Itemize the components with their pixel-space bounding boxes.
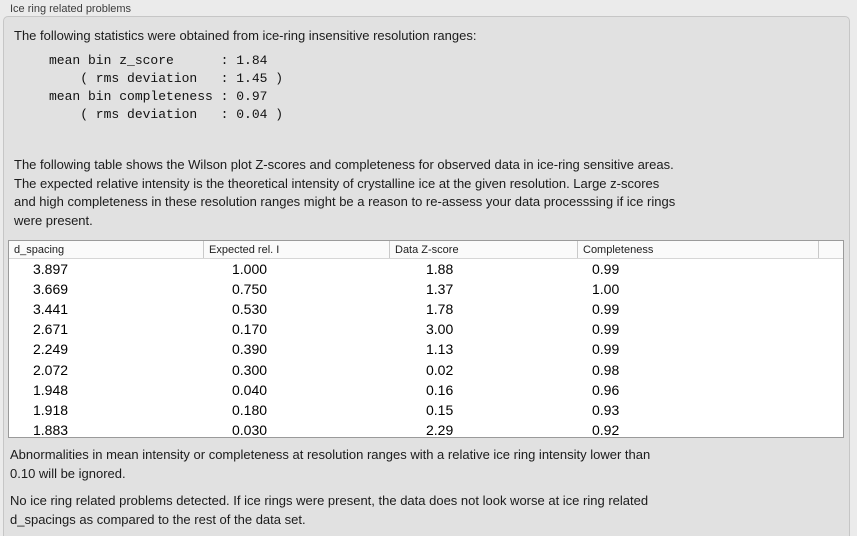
table-cell: 0.390	[232, 341, 268, 358]
table-cell: 0.99	[592, 341, 620, 358]
table-cell: 3.441	[33, 301, 69, 318]
table-row[interactable]: 3.897 1.000 1.88 0.99	[9, 259, 843, 279]
stats-intro-text: The following statistics were obtained f…	[14, 28, 477, 43]
table-cell: 1.00	[592, 281, 620, 298]
table-cell: 0.300	[232, 361, 268, 378]
table-row[interactable]: 1.883 0.030 2.29 0.92	[9, 420, 843, 438]
table-row[interactable]: 3.669 0.750 1.37 1.00	[9, 279, 843, 299]
table-cell: 0.180	[232, 401, 268, 418]
table-row[interactable]: 2.671 0.170 3.00 0.99	[9, 319, 843, 339]
table-cell: 2.671	[33, 321, 69, 338]
table-cell: 1.948	[33, 381, 69, 398]
table-row[interactable]: 2.072 0.300 0.02 0.98	[9, 359, 843, 379]
table-cell: 0.96	[592, 381, 620, 398]
table-cell: 1.78	[426, 301, 454, 318]
table-header-d-spacing[interactable]: d_spacing	[9, 241, 204, 258]
table-header-completeness[interactable]: Completeness	[578, 241, 819, 258]
table-row[interactable]: 3.441 0.530 1.78 0.99	[9, 299, 843, 319]
table-cell: 0.170	[232, 321, 268, 338]
table-cell: 0.16	[426, 381, 454, 398]
table-cell: 1.883	[33, 421, 69, 438]
table-header-data-z-score[interactable]: Data Z-score	[390, 241, 578, 258]
ice-ring-table: d_spacing Expected rel. I Data Z-score C…	[8, 240, 844, 438]
table-cell: 0.530	[232, 301, 268, 318]
table-cell: 0.99	[592, 261, 620, 278]
table-cell: 1.13	[426, 341, 454, 358]
table-body: 3.897 1.000 1.88 0.99 3.669 0.750 1.37 1.00 3.44…	[9, 259, 843, 438]
table-cell: 1.918	[33, 401, 69, 418]
table-cell: 0.030	[232, 421, 268, 438]
table-cell: 0.750	[232, 281, 268, 298]
table-cell: 0.040	[232, 381, 268, 398]
table-cell: 3.897	[33, 261, 69, 278]
table-row[interactable]: 1.918 0.180 0.15 0.93	[9, 400, 843, 420]
table-cell: 1.000	[232, 261, 268, 278]
table-header-expected-rel-i[interactable]: Expected rel. I	[204, 241, 390, 258]
table-description-text: The following table shows the Wilson plo…	[14, 157, 676, 228]
table-cell: 0.98	[592, 361, 620, 378]
table-cell: 0.93	[592, 401, 620, 418]
table-cell: 3.669	[33, 281, 69, 298]
table-cell: 0.92	[592, 421, 620, 438]
table-cell: 2.249	[33, 341, 69, 358]
stats-summary-text: mean bin z_score : 1.84 ( rms deviation …	[49, 53, 284, 122]
table-cell: 2.072	[33, 361, 69, 378]
table-header-row: d_spacing Expected rel. I Data Z-score C…	[9, 241, 843, 259]
table-cell: 1.37	[426, 281, 454, 298]
table-row[interactable]: 2.249 0.390 1.13 0.99	[9, 339, 843, 359]
table-cell: 0.99	[592, 301, 620, 318]
table-cell: 0.02	[426, 361, 454, 378]
conclusion-text: No ice ring related problems detected. I…	[10, 493, 649, 527]
panel-title: Ice ring related problems	[10, 3, 132, 15]
table-header-empty	[819, 241, 843, 258]
table-cell: 0.15	[426, 401, 454, 418]
table-row[interactable]: 1.948 0.040 0.16 0.96	[9, 380, 843, 400]
ignore-threshold-text: Abnormalities in mean intensity or compl…	[10, 447, 651, 481]
table-cell: 3.00	[426, 321, 454, 338]
table-cell: 0.99	[592, 321, 620, 338]
table-cell: 2.29	[426, 421, 454, 438]
table-cell: 1.88	[426, 261, 454, 278]
